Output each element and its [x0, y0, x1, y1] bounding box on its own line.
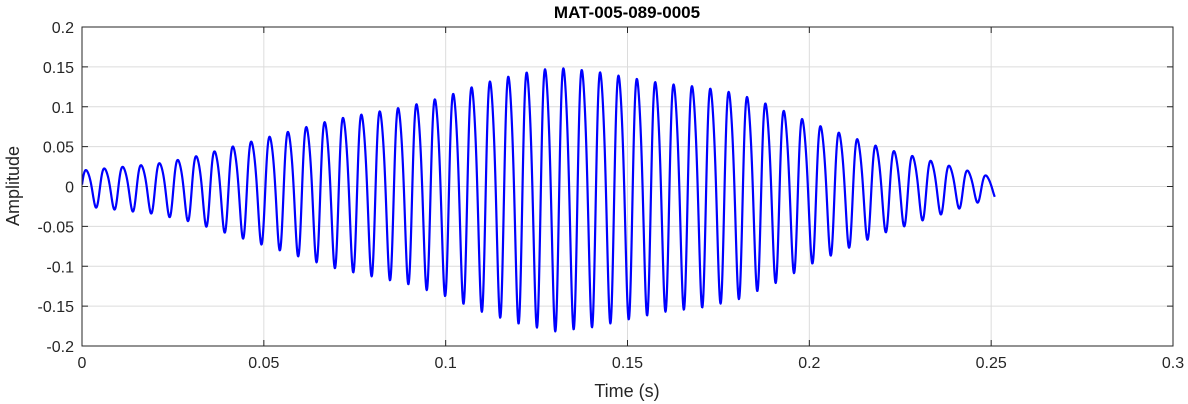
series-group [82, 67, 996, 333]
x-tick-label: 0 [78, 355, 87, 372]
series-line [82, 67, 996, 333]
y-tick-label: -0.1 [46, 259, 74, 276]
x-tick-label: 0.05 [248, 355, 279, 372]
y-tick-label: -0.2 [46, 339, 74, 356]
x-tick-label: 0.1 [435, 355, 457, 372]
y-tick-label: -0.05 [38, 219, 75, 236]
x-tick-label: 0.25 [976, 355, 1007, 372]
y-tick-label: -0.15 [38, 299, 75, 316]
y-tick-label: 0.2 [52, 20, 74, 37]
y-tick-label: 0 [65, 180, 74, 197]
x-axis-title: Time (s) [594, 381, 659, 401]
y-axis-title: Amplitude [3, 146, 23, 226]
y-tick-label: 0.05 [43, 140, 74, 157]
ticks: 0 0.05 0.1 0.15 0.2 0.25 0.3 -0.2 -0.15 -0.1 -0.05… [38, 20, 1185, 372]
y-tick-label: 0.15 [43, 60, 74, 77]
x-tick-label: 0.2 [798, 355, 820, 372]
x-tick-label: 0.3 [1162, 355, 1184, 372]
chart-title: MAT-005-089-0005 [554, 3, 700, 22]
x-tick-label: 0.15 [612, 355, 643, 372]
y-tick-label: 0.1 [52, 100, 74, 117]
